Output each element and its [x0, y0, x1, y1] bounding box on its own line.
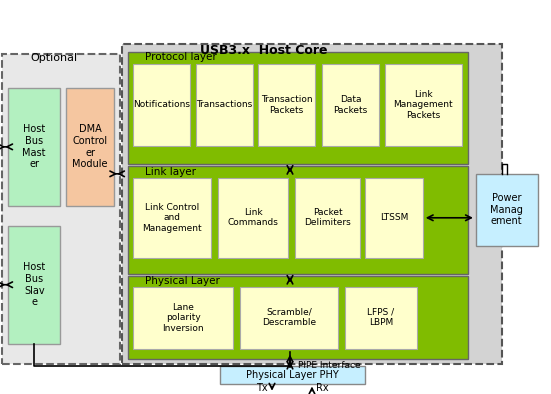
Text: Notifications: Notifications: [133, 100, 190, 110]
Text: Lane
polarity
Inversion: Lane polarity Inversion: [163, 303, 204, 333]
FancyBboxPatch shape: [218, 178, 288, 258]
Text: Data
Packets: Data Packets: [333, 95, 368, 115]
FancyBboxPatch shape: [196, 64, 253, 146]
FancyBboxPatch shape: [8, 88, 60, 206]
Text: Optional: Optional: [30, 53, 77, 63]
Text: Link
Commands: Link Commands: [228, 208, 278, 227]
FancyBboxPatch shape: [8, 226, 60, 344]
Text: Protocol layer: Protocol layer: [145, 52, 217, 62]
FancyBboxPatch shape: [133, 287, 233, 349]
Text: Host
Bus
Mast
er: Host Bus Mast er: [23, 125, 46, 169]
FancyBboxPatch shape: [128, 52, 468, 164]
Text: Packet
Delimiters: Packet Delimiters: [304, 208, 351, 227]
Text: PIPE Interface: PIPE Interface: [298, 361, 360, 370]
Text: Tx: Tx: [256, 383, 268, 393]
Bar: [2, 54, 120, 364]
FancyBboxPatch shape: [385, 64, 462, 146]
Text: Physical Layer PHY: Physical Layer PHY: [246, 370, 338, 380]
Text: Host
Bus
Slav
e: Host Bus Slav e: [23, 262, 45, 307]
Text: Link layer: Link layer: [145, 167, 196, 177]
FancyBboxPatch shape: [345, 287, 417, 349]
FancyBboxPatch shape: [128, 276, 468, 359]
Text: Transaction
Packets: Transaction Packets: [261, 95, 312, 115]
Text: Power
Manag
ement: Power Manag ement: [490, 193, 523, 227]
FancyBboxPatch shape: [476, 174, 538, 246]
Text: Physical Layer: Physical Layer: [145, 276, 220, 286]
FancyBboxPatch shape: [322, 64, 379, 146]
Text: Transactions: Transactions: [196, 100, 253, 110]
FancyBboxPatch shape: [365, 178, 423, 258]
FancyBboxPatch shape: [240, 287, 338, 349]
Text: Link Control
and
Management: Link Control and Management: [142, 203, 202, 233]
Text: USB3.x  Host Core: USB3.x Host Core: [200, 45, 328, 58]
FancyBboxPatch shape: [220, 366, 365, 384]
FancyBboxPatch shape: [258, 64, 315, 146]
Bar: [122, 44, 502, 364]
FancyBboxPatch shape: [295, 178, 360, 258]
Text: LTSSM: LTSSM: [380, 213, 408, 222]
FancyBboxPatch shape: [133, 64, 190, 146]
Text: LFPS /
LBPM: LFPS / LBPM: [368, 308, 395, 327]
Text: Link
Management
Packets: Link Management Packets: [393, 90, 453, 120]
Text: Rx: Rx: [316, 383, 328, 393]
FancyBboxPatch shape: [66, 88, 114, 206]
Text: Scramble/
Descramble: Scramble/ Descramble: [262, 308, 316, 327]
FancyBboxPatch shape: [133, 178, 211, 258]
Text: DMA
Control
er
Module: DMA Control er Module: [72, 125, 108, 169]
FancyBboxPatch shape: [128, 166, 468, 274]
